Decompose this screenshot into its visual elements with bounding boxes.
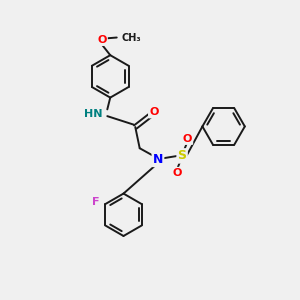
Text: O: O: [183, 134, 192, 144]
Text: CH₃: CH₃: [121, 32, 141, 43]
Text: O: O: [97, 35, 107, 45]
Text: F: F: [92, 197, 100, 207]
Text: S: S: [178, 149, 187, 162]
Text: HN: HN: [84, 109, 103, 119]
Text: O: O: [172, 168, 182, 178]
Text: N: N: [153, 153, 163, 166]
Text: O: O: [149, 107, 158, 117]
